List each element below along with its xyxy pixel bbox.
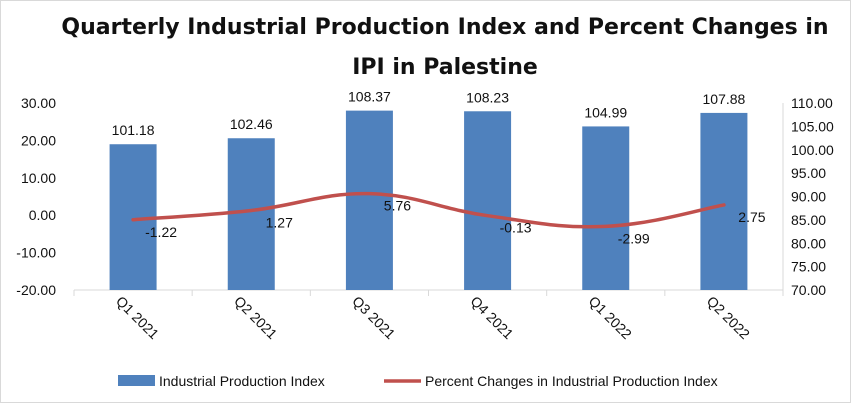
line-value-label: 2.75 [738, 209, 765, 225]
bar-value-label: 108.37 [348, 89, 391, 105]
chart-title-line-1: Quarterly Industrial Production Index an… [61, 15, 828, 40]
axes: 30.00 20.00 10.00 0.00 -10.00 -20.00 110.00 105… [16, 95, 834, 298]
right-y-tick-label: 100.00 [791, 142, 834, 158]
x-axis-tick-labels: Q1 2021 Q2 2021 Q3 2021 Q4 2021 Q1 2022 Q2 20… [113, 293, 753, 342]
legend: Industrial Production Index Percent Chang… [118, 373, 718, 389]
right-y-tick-label: 105.00 [791, 118, 834, 134]
right-y-tick-label: 80.00 [791, 235, 826, 251]
line-value-label: -1.22 [145, 224, 177, 240]
bar-value-label: 108.23 [466, 89, 509, 105]
line-value-label: -0.13 [500, 220, 532, 236]
bar-value-label: 101.18 [112, 122, 155, 138]
bar [227, 138, 275, 290]
bar-series [109, 110, 748, 291]
bar [345, 110, 393, 291]
line-series [131, 191, 726, 229]
chart-title-line-2: IPI in Palestine [352, 55, 538, 80]
line-value-label: 5.76 [384, 198, 411, 214]
x-axis-category-label: Q2 2021 [231, 293, 280, 342]
right-y-tick-label: 110.00 [791, 95, 833, 111]
bar [464, 111, 512, 290]
x-axis-category-label: Q4 2021 [467, 293, 516, 342]
left-y-tick-label: -20.00 [16, 282, 56, 298]
bar-value-label: 102.46 [230, 116, 273, 132]
data-labels: 101.18 102.46 108.37 108.23 104.99 107.88 -1.2… [112, 89, 766, 247]
left-y-tick-label: 30.00 [21, 95, 56, 111]
right-y-tick-label: 70.00 [791, 282, 826, 298]
bar [582, 126, 630, 290]
bar-value-label: 104.99 [584, 104, 627, 120]
x-axis-category-label: Q1 2021 [113, 293, 162, 342]
x-axis-category-label: Q2 2022 [704, 293, 753, 342]
right-y-tick-label: 85.00 [791, 212, 826, 228]
left-y-tick-label: 10.00 [21, 170, 56, 186]
right-y-tick-label: 75.00 [791, 259, 826, 275]
left-y-tick-label: 0.00 [29, 207, 56, 223]
percent-change-line [131, 191, 726, 229]
x-axis-category-label: Q1 2022 [586, 293, 635, 342]
bar [700, 112, 748, 290]
line-value-label: -2.99 [618, 230, 650, 246]
legend-swatch-bars [118, 375, 155, 386]
line-value-label: 1.27 [266, 214, 293, 230]
legend-label-bars: Industrial Production Index [159, 373, 325, 389]
legend-label-line: Percent Changes in Industrial Production… [425, 373, 718, 389]
right-y-tick-label: 90.00 [791, 189, 826, 205]
left-y-tick-label: -10.00 [16, 245, 56, 261]
bar-value-label: 107.88 [703, 91, 746, 107]
x-axis-category-label: Q3 2021 [349, 293, 398, 342]
left-y-tick-label: 20.00 [21, 132, 56, 148]
right-y-tick-label: 95.00 [791, 165, 826, 181]
